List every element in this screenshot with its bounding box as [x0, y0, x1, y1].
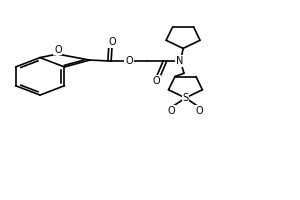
- Text: O: O: [168, 106, 176, 116]
- Text: O: O: [54, 45, 62, 55]
- Text: O: O: [125, 56, 133, 66]
- Text: O: O: [108, 37, 116, 47]
- Text: O: O: [195, 106, 203, 116]
- Text: N: N: [176, 56, 183, 66]
- Text: O: O: [152, 76, 160, 86]
- Text: S: S: [182, 93, 188, 103]
